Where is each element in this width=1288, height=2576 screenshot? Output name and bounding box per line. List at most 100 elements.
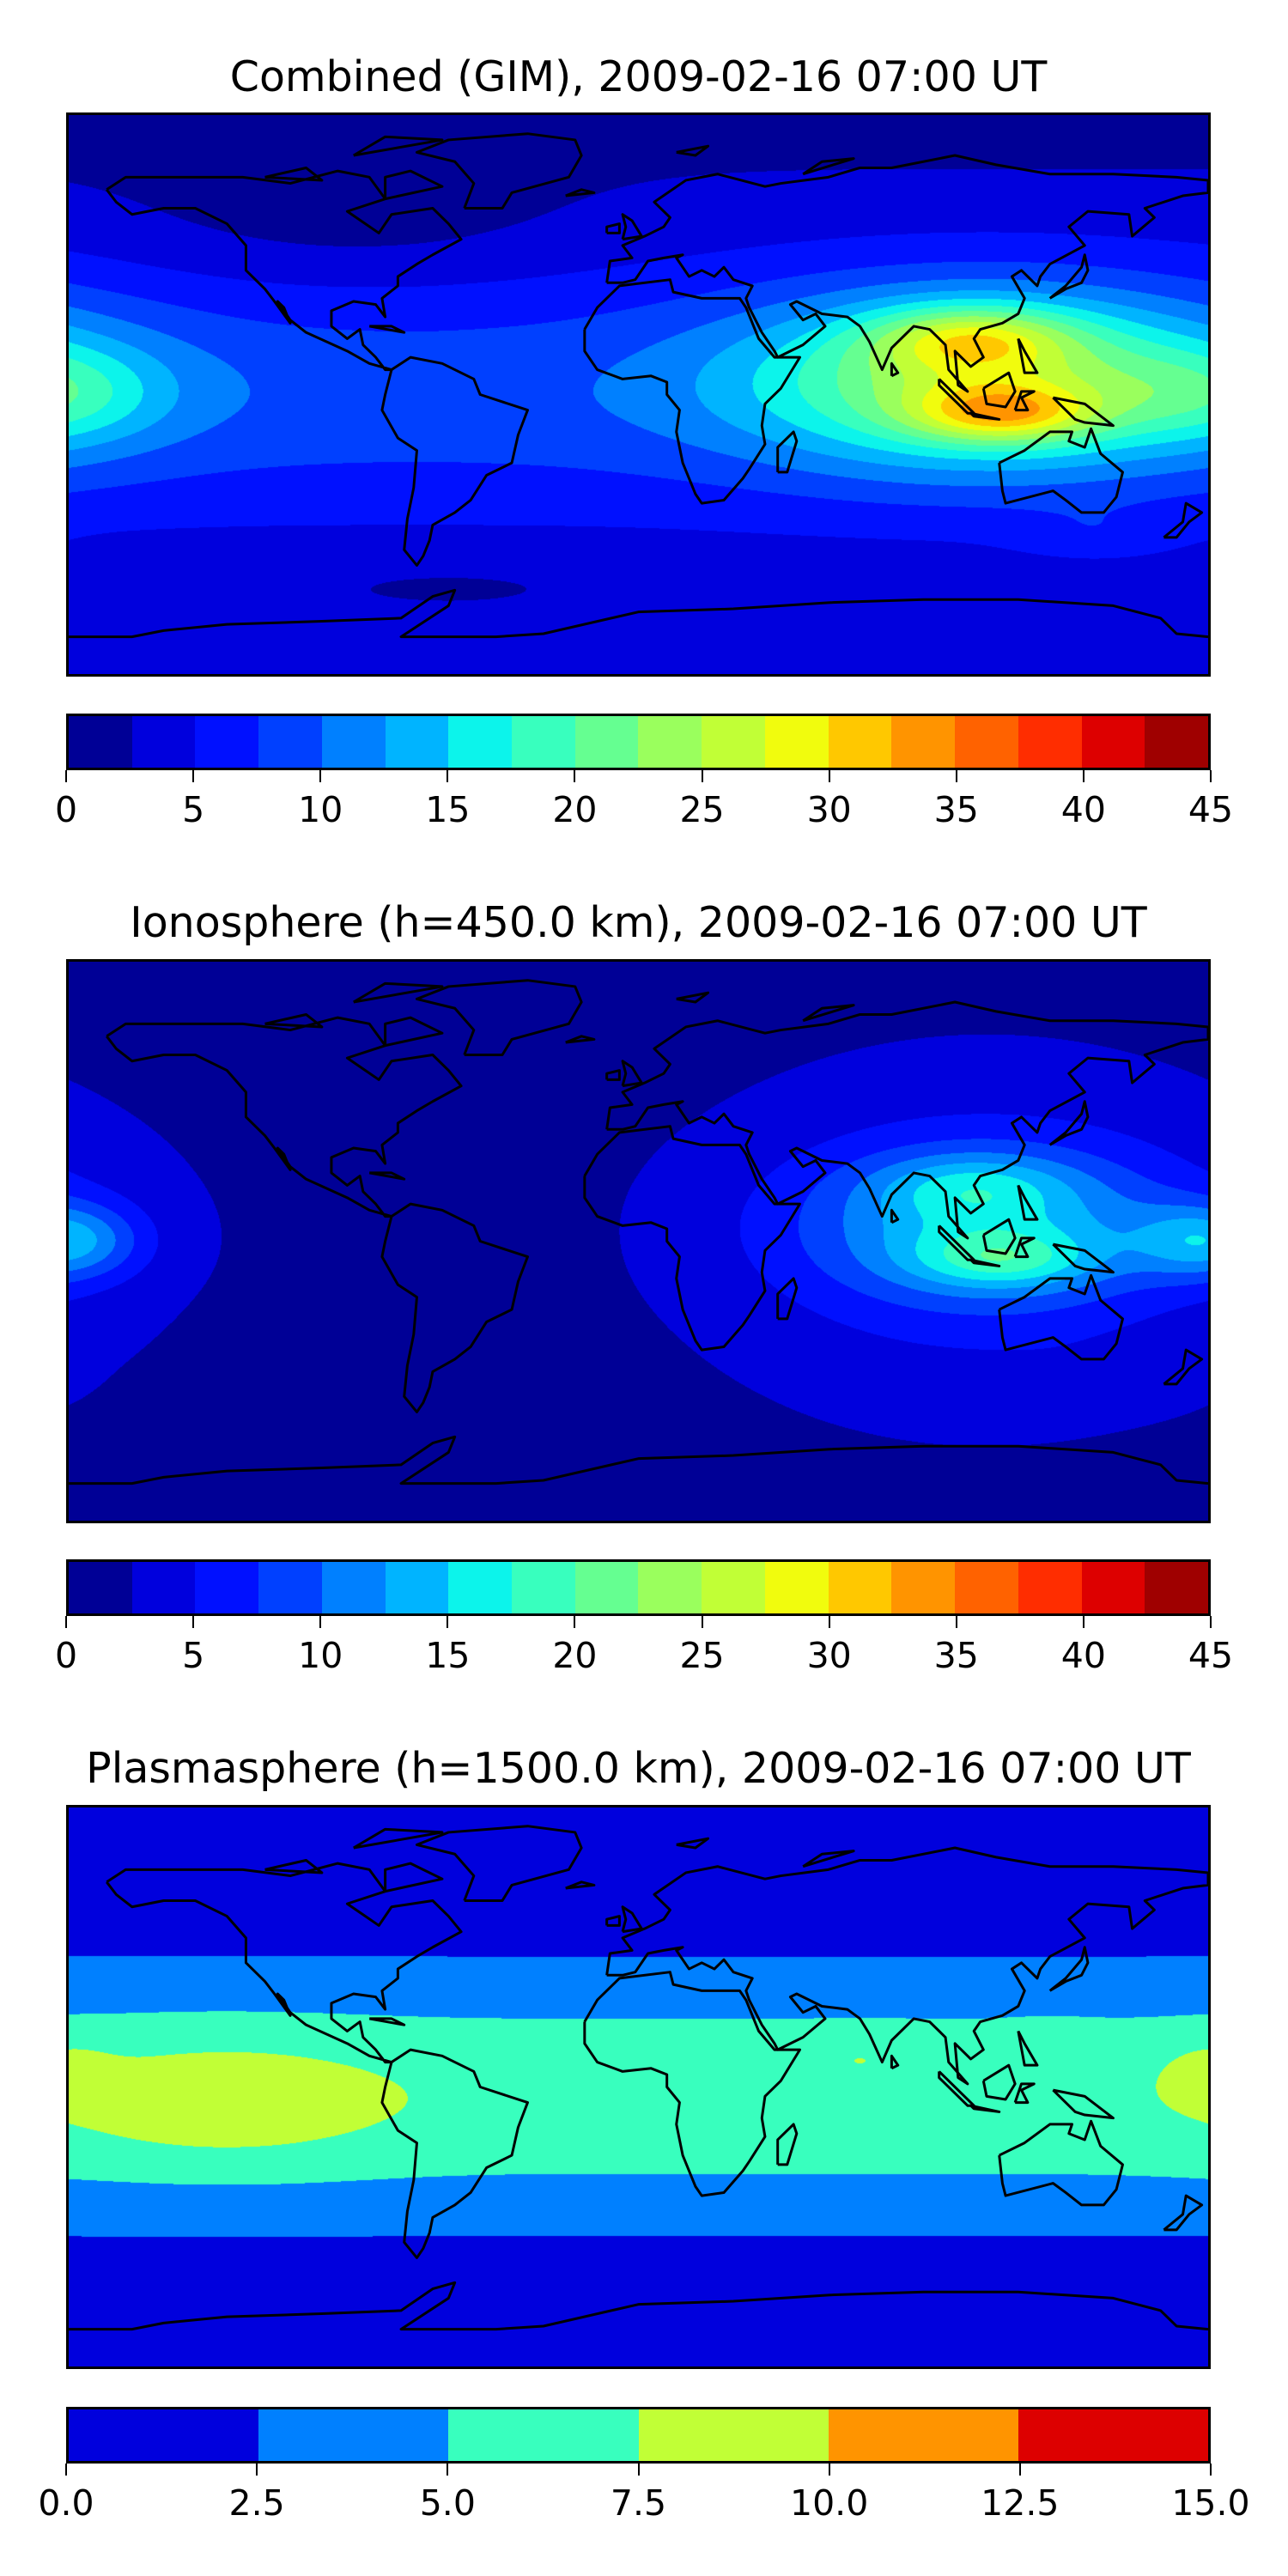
coastline-iceland — [566, 190, 594, 196]
tec-field — [69, 962, 1208, 1521]
coastline-sulawesi — [1015, 392, 1034, 410]
coastline-borneo — [983, 373, 1015, 407]
colorbar-tick-label: 5 — [182, 1635, 205, 1676]
coastline-philippines — [1018, 338, 1037, 373]
coastline-greenland — [416, 134, 581, 209]
colorbar-tick-mark — [955, 770, 957, 782]
coastline-greenland — [416, 981, 581, 1055]
coastline-north-america — [106, 171, 461, 369]
colorbar-level-2 — [195, 716, 259, 768]
colorbar-tick-mark — [1210, 1616, 1212, 1628]
coastlines — [69, 962, 1208, 1521]
colorbar-level-14 — [955, 716, 1018, 768]
coastline-great-britain — [623, 215, 641, 240]
colorbar-level-16 — [1081, 1562, 1145, 1613]
colorbar-level-4 — [321, 716, 386, 768]
colorbar-tick-mark — [637, 2464, 640, 2476]
colorbar-level-7 — [512, 1562, 575, 1613]
map-combined-gim — [66, 112, 1211, 677]
coastlines — [69, 115, 1208, 674]
coastline-sulawesi — [1015, 1238, 1034, 1257]
coastline-sri-lanka — [891, 1210, 897, 1222]
colorbar-level-16 — [1081, 716, 1145, 768]
coastline-japan — [1050, 1947, 1088, 1991]
coastline-great-britain — [623, 1061, 641, 1086]
coastlines — [69, 1807, 1208, 2366]
coastline-baffin — [386, 1863, 442, 1892]
colorbar-tick-label: 25 — [679, 789, 725, 830]
tec-field — [69, 1807, 1208, 2366]
colorbar-tick-mark — [574, 1616, 576, 1628]
coastline-victoria — [265, 1014, 322, 1026]
colorbar-tick-mark — [1082, 770, 1084, 782]
colorbar-tick-mark — [447, 770, 449, 782]
coastline-cuba — [369, 1173, 404, 1179]
coastline-philippines — [1018, 2031, 1037, 2065]
colorbar-level-0 — [69, 1562, 132, 1613]
coastline-eurasia — [607, 1002, 1208, 1238]
coastline-japan — [1050, 255, 1088, 299]
colorbar-plasmasphere — [66, 2407, 1211, 2464]
coastline-sumatra — [939, 379, 975, 413]
coastline-south-america — [382, 357, 528, 565]
colorbar-level-1 — [131, 716, 196, 768]
colorbar-tick-mark — [256, 2464, 258, 2476]
colorbar-tick-mark — [574, 770, 576, 782]
coastline-africa — [585, 1127, 800, 1350]
colorbar-ticks-ionosphere: 0 5 10 15 20 25 30 35 40 45 — [55, 1616, 1233, 1685]
colorbar-tick-label: 20 — [552, 1635, 598, 1676]
coastline-madagascar — [778, 1279, 797, 1319]
coastline-baffin — [386, 171, 442, 199]
coastline-svalbard — [677, 1838, 708, 1848]
colorbar-tick-mark — [1210, 770, 1212, 782]
colorbar-tick-label: 10 — [298, 1635, 343, 1676]
colorbar-combined — [66, 714, 1211, 770]
colorbar-level-7 — [512, 716, 575, 768]
colorbar-tick-label: 5 — [182, 789, 205, 830]
colorbar-tick-label: 15.0 — [1171, 2482, 1250, 2524]
colorbar-tick-mark — [447, 1616, 449, 1628]
coastline-australia — [999, 1275, 1123, 1359]
colorbar-tick-mark — [828, 1616, 830, 1628]
colorbar-tick-mark — [955, 1616, 957, 1628]
coastline-north-america — [106, 1863, 461, 2062]
coastline-ireland — [607, 1917, 620, 1926]
coastline-japan — [1050, 1102, 1088, 1145]
colorbar-level-5 — [1018, 2409, 1209, 2461]
coastline-victoria — [265, 167, 322, 179]
coastline-ellesmere — [354, 983, 442, 1002]
panel-title-ionosphere: Ionosphere (h=450.0 km), 2009-02-16 07:0… — [130, 898, 1147, 947]
coastline-great-britain — [623, 1907, 641, 1932]
coastline-sumatra — [939, 1225, 975, 1260]
colorbar-level-14 — [955, 1562, 1018, 1613]
colorbar-level-8 — [574, 716, 639, 768]
colorbar-tick-label: 35 — [933, 789, 979, 830]
colorbar-level-15 — [1018, 1562, 1082, 1613]
coastline-new-guinea — [1053, 2090, 1113, 2118]
colorbar-tick-mark — [447, 2464, 449, 2476]
coastline-greenland — [416, 1826, 581, 1901]
colorbar-tick-label: 45 — [1188, 1635, 1234, 1676]
colorbar-level-11 — [764, 716, 829, 768]
colorbar-level-1 — [258, 2409, 449, 2461]
coastline-iceland — [566, 1882, 594, 1888]
colorbar-level-12 — [828, 716, 892, 768]
colorbar-level-2 — [195, 1562, 259, 1613]
colorbar-tick-label: 40 — [1060, 789, 1106, 830]
coastline-java — [971, 1260, 999, 1266]
colorbar-tick-mark — [319, 770, 322, 782]
colorbar-level-6 — [448, 1562, 513, 1613]
coastline-antarctica — [69, 590, 1208, 636]
colorbar-level-13 — [891, 1562, 956, 1613]
colorbar-level-9 — [638, 716, 702, 768]
colorbar-tick-label: 45 — [1188, 789, 1234, 830]
coastline-madagascar — [778, 2124, 797, 2165]
map-ionosphere — [66, 959, 1211, 1523]
colorbar-tick-label: 0 — [54, 1635, 78, 1676]
coastline-baffin — [386, 1018, 442, 1046]
colorbar-level-3 — [258, 716, 322, 768]
colorbar-tick-label: 30 — [806, 1635, 852, 1676]
colorbar-tick-mark — [192, 1616, 195, 1628]
coastline-novaya-zemlya — [803, 1851, 854, 1867]
coastline-new-zealand — [1163, 1350, 1201, 1384]
